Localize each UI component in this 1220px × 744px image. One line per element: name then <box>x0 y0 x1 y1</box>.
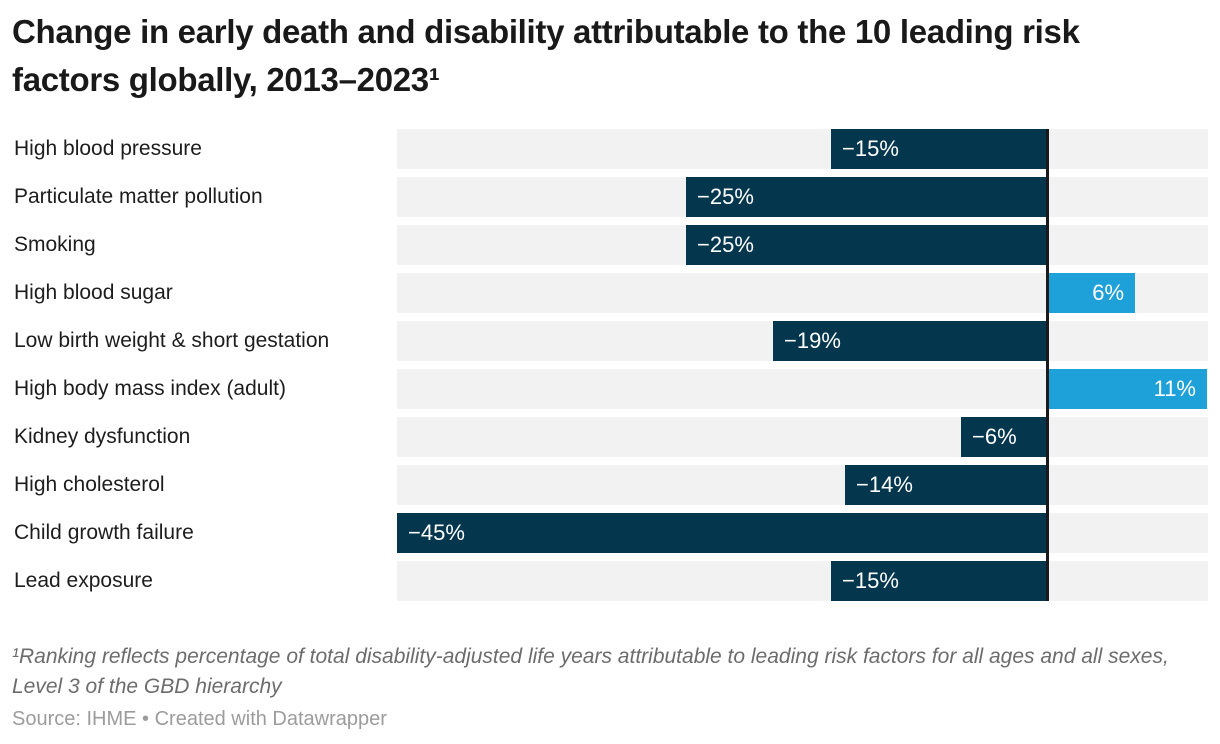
bar-track: −15% <box>397 561 1208 601</box>
negative-bar[interactable]: −15% <box>831 129 1048 169</box>
bar-track: −15% <box>397 129 1208 169</box>
category-label: High body mass index (adult) <box>14 377 286 400</box>
positive-bar[interactable]: 11% <box>1048 369 1207 409</box>
category-label: High blood sugar <box>14 281 173 304</box>
bar-track: 11% <box>397 369 1208 409</box>
category-label: Lead exposure <box>14 569 153 592</box>
value-label: −6% <box>972 424 1017 449</box>
negative-bar[interactable]: −15% <box>831 561 1048 601</box>
value-label: 6% <box>1092 280 1124 305</box>
bar-track: −14% <box>397 465 1208 505</box>
category-label: Child growth failure <box>14 521 194 544</box>
chart-row: Smoking −25% <box>0 225 1220 265</box>
bar-rows: High blood pressure −15% Particulate matte… <box>0 129 1220 601</box>
chart-row: High body mass index (adult) 11% <box>0 369 1220 409</box>
chart-row: Particulate matter pollution −25% <box>0 177 1220 217</box>
category-label: Smoking <box>14 233 96 256</box>
bar-track: −19% <box>397 321 1208 361</box>
value-label: −19% <box>784 328 841 353</box>
negative-bar[interactable]: −14% <box>845 465 1048 505</box>
negative-bar[interactable]: −25% <box>686 177 1048 217</box>
value-label: −25% <box>697 232 754 257</box>
bar-track: −45% <box>397 513 1208 553</box>
category-label: Kidney dysfunction <box>14 425 191 448</box>
category-label: Low birth weight & short gestation <box>14 329 330 352</box>
value-label: −15% <box>842 568 899 593</box>
negative-bar[interactable]: −19% <box>773 321 1048 361</box>
bar-chart-plot: High blood pressure −15% Particulate matte… <box>0 129 1220 601</box>
value-label: −45% <box>408 520 465 545</box>
chart-row: High blood pressure −15% <box>0 129 1220 169</box>
category-label: Particulate matter pollution <box>14 185 263 208</box>
negative-bar[interactable]: −6% <box>961 417 1048 457</box>
value-label: −14% <box>856 472 913 497</box>
chart-title: Change in early death and disability att… <box>12 13 1080 98</box>
chart-row: High blood sugar 6% <box>0 273 1220 313</box>
value-label: 11% <box>1153 376 1196 401</box>
chart-row: Lead exposure −15% <box>0 561 1220 601</box>
bar-track: −25% <box>397 177 1208 217</box>
chart-source: Source: IHME • Created with Datawrapper <box>12 708 387 730</box>
value-label: −25% <box>697 184 754 209</box>
chart-row: Low birth weight & short gestation −19% <box>0 321 1220 361</box>
category-label: High blood pressure <box>14 137 202 160</box>
category-label: High cholesterol <box>14 473 165 496</box>
zero-baseline <box>1046 129 1049 601</box>
positive-bar[interactable]: 6% <box>1048 273 1135 313</box>
bar-track: −6% <box>397 417 1208 457</box>
negative-bar[interactable]: −45% <box>397 513 1048 553</box>
chart-row: Child growth failure −45% <box>0 513 1220 553</box>
bar-track: −25% <box>397 225 1208 265</box>
negative-bar[interactable]: −25% <box>686 225 1048 265</box>
chart-row: High cholesterol −14% <box>0 465 1220 505</box>
bar-track: 6% <box>397 273 1208 313</box>
value-label: −15% <box>842 136 899 161</box>
chart-footnote: ¹Ranking reflects percentage of total di… <box>12 645 1169 698</box>
chart-row: Kidney dysfunction −6% <box>0 417 1220 457</box>
